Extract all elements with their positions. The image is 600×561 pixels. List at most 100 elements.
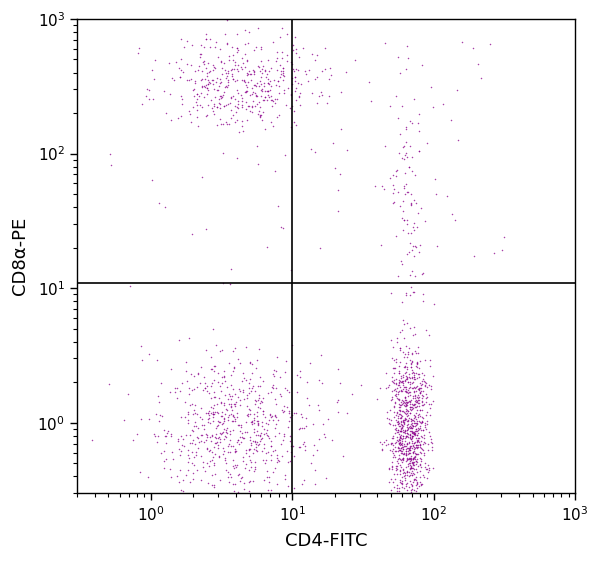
Point (263, 79, 273, 88)
Point (398, 416, 408, 425)
Point (263, 90, 273, 99)
Point (401, 290, 411, 299)
Point (190, 418, 199, 427)
Point (206, 381, 215, 390)
Point (388, 394, 397, 403)
Point (396, 417, 406, 426)
Point (278, 67, 288, 76)
Point (398, 399, 407, 408)
Point (194, 61, 204, 70)
Point (190, 405, 199, 414)
Point (417, 417, 427, 426)
Point (314, 92, 323, 101)
Point (219, 425, 229, 434)
Point (277, 24, 286, 33)
Point (409, 387, 419, 396)
Point (407, 488, 416, 496)
Point (208, 448, 217, 457)
Point (416, 444, 425, 453)
Point (261, 448, 271, 457)
Point (295, 373, 304, 381)
Point (400, 334, 409, 343)
Point (381, 436, 391, 445)
Point (398, 426, 407, 435)
Point (209, 100, 218, 109)
Point (204, 447, 214, 456)
Point (203, 479, 213, 488)
Point (268, 468, 277, 477)
Point (412, 419, 421, 427)
Point (415, 478, 424, 487)
Point (375, 437, 385, 446)
Point (306, 458, 316, 467)
Point (403, 433, 413, 442)
Point (418, 439, 427, 448)
Point (206, 353, 215, 362)
Point (175, 465, 185, 474)
Point (410, 444, 420, 453)
Point (245, 91, 255, 100)
Point (260, 95, 269, 104)
Point (392, 379, 401, 388)
Point (152, 355, 162, 364)
Point (299, 439, 308, 448)
Point (401, 431, 410, 440)
Point (125, 282, 134, 291)
Point (406, 465, 415, 474)
Point (226, 264, 236, 273)
Point (423, 439, 433, 448)
Point (193, 433, 202, 442)
Point (187, 386, 196, 395)
Point (193, 122, 203, 131)
Point (224, 412, 233, 421)
Point (218, 419, 227, 427)
Point (292, 121, 301, 130)
Point (155, 417, 164, 426)
Point (402, 153, 412, 162)
Point (406, 388, 415, 397)
Point (252, 438, 262, 447)
Point (298, 412, 307, 421)
Point (227, 43, 237, 52)
Point (197, 421, 206, 430)
Point (393, 459, 403, 468)
Point (247, 76, 256, 85)
Point (407, 423, 416, 432)
Point (199, 59, 209, 68)
Point (221, 427, 231, 436)
Point (428, 371, 438, 380)
Point (188, 410, 197, 419)
Point (229, 411, 238, 420)
Point (251, 396, 260, 405)
Point (404, 425, 413, 434)
Point (409, 383, 418, 392)
Point (226, 399, 236, 408)
Point (385, 102, 395, 111)
Point (292, 96, 301, 105)
Point (196, 49, 205, 58)
Point (215, 79, 225, 88)
Point (394, 451, 404, 460)
Point (321, 473, 331, 482)
Point (201, 435, 211, 444)
Point (330, 164, 340, 173)
Point (419, 438, 429, 447)
Point (416, 437, 425, 446)
Point (260, 413, 269, 422)
Point (413, 119, 423, 128)
Point (226, 279, 235, 288)
Point (203, 101, 213, 110)
Point (228, 411, 238, 420)
Point (412, 420, 422, 429)
Point (283, 423, 293, 432)
Point (197, 67, 207, 76)
Point (258, 62, 268, 71)
Point (263, 86, 272, 95)
Point (233, 488, 243, 496)
Point (286, 265, 296, 274)
Point (398, 420, 407, 429)
Point (390, 447, 400, 456)
Point (250, 462, 259, 471)
Point (413, 436, 423, 445)
Point (405, 441, 415, 450)
